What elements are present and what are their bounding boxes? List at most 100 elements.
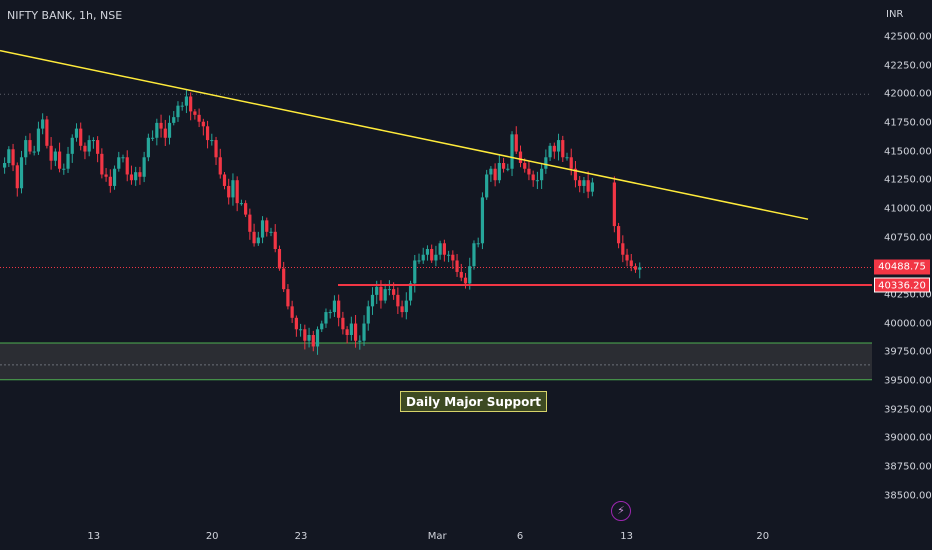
candle-body: [612, 182, 616, 227]
candle-body: [121, 157, 125, 159]
time-axis-label: 13: [87, 531, 101, 542]
candle-body: [184, 96, 189, 106]
candle-body: [353, 323, 358, 341]
candle-body: [134, 172, 138, 181]
candle-body: [24, 140, 28, 158]
candle-body: [565, 157, 569, 159]
candle-body: [205, 126, 210, 141]
candle-body: [320, 323, 324, 330]
candle-body: [489, 168, 493, 175]
candle-body: [100, 153, 104, 175]
time-axis-label: 6: [516, 531, 524, 542]
candle-body: [91, 140, 95, 142]
candle-body: [451, 254, 455, 261]
candle-body: [282, 268, 286, 290]
candle-body: [531, 174, 535, 181]
candle-body: [104, 174, 108, 177]
support-zone: [0, 343, 872, 380]
price-axis-label: 41750.00: [884, 117, 932, 129]
candle-body: [468, 266, 472, 284]
candle-body: [332, 300, 337, 313]
candle-body: [294, 317, 298, 330]
candle-body: [41, 119, 45, 129]
support-level-tag: 40336.20: [874, 277, 930, 293]
candle-body: [375, 286, 379, 295]
symbol-title: NIFTY BANK, 1h, NSE: [7, 9, 123, 22]
candle-body: [62, 168, 66, 170]
candle-body: [514, 134, 518, 152]
candle-body: [638, 267, 642, 270]
candle-body: [201, 121, 205, 127]
candle-body: [79, 128, 83, 146]
candle-body: [476, 243, 480, 245]
candle-body: [506, 168, 510, 170]
candle-body: [142, 157, 146, 177]
resistance-trendline[interactable]: [0, 49, 809, 220]
candle-body: [197, 114, 201, 122]
candle-body: [438, 243, 442, 255]
candle-body: [36, 128, 41, 152]
candle-body: [218, 157, 222, 175]
candle-body: [87, 140, 91, 152]
candle-body: [159, 122, 163, 129]
candle-body: [19, 157, 24, 189]
candle-body: [151, 137, 155, 139]
candle-body: [222, 174, 227, 186]
candle-body: [138, 172, 142, 177]
candle-body: [540, 168, 544, 181]
candle-body: [501, 163, 506, 169]
price-axis-label: 39750.00: [884, 346, 932, 358]
candle-body: [290, 306, 294, 318]
candle-body: [527, 168, 531, 175]
time-axis-label: 13: [620, 531, 633, 542]
candle-body: [172, 117, 176, 123]
candle-body: [155, 122, 159, 138]
candle-body: [167, 122, 172, 138]
candle-body: [214, 140, 218, 158]
candle-body: [383, 289, 387, 301]
price-axis-label: 41250.00: [884, 174, 932, 186]
candle-body: [112, 168, 117, 186]
price-axis-label: 38750.00: [884, 461, 932, 473]
candle-body: [265, 220, 269, 232]
candle-body: [210, 140, 214, 142]
candle-body: [493, 168, 497, 181]
candle-body: [328, 312, 332, 314]
candle-body: [518, 151, 523, 164]
price-axis-label: 41500.00: [884, 146, 932, 158]
candle-body: [337, 300, 341, 318]
price-axis-label: 40250.00: [884, 289, 932, 301]
candle-body: [425, 249, 430, 255]
candle-body: [57, 151, 62, 169]
candle-body: [193, 111, 197, 115]
candle-body: [125, 157, 129, 175]
candle-body: [421, 254, 425, 261]
lightning-icon[interactable]: ⚡: [611, 501, 631, 521]
candle-body: [277, 249, 282, 269]
candle-body: [463, 277, 468, 284]
candle-body: [74, 128, 79, 138]
price-axis-label: 42000.00: [884, 88, 932, 100]
candle-body: [625, 254, 629, 261]
candle-body: [569, 157, 573, 169]
candle-body: [434, 254, 438, 261]
candle-body: [616, 226, 621, 244]
price-axis-label: 39000.00: [884, 432, 932, 444]
candle-body: [269, 231, 273, 233]
candle-body: [396, 294, 400, 307]
candle-body: [400, 306, 404, 313]
candle-body: [231, 180, 235, 198]
candle-body: [286, 289, 290, 307]
candle-body: [96, 140, 100, 154]
candle-body: [66, 153, 70, 169]
candle-body: [582, 180, 586, 186]
candle-body: [307, 335, 311, 341]
candle-body: [341, 317, 345, 330]
candle-body: [117, 157, 121, 169]
candle-body: [556, 140, 561, 152]
price-axis-label: 40750.00: [884, 232, 932, 244]
support-zone-label: Daily Major Support: [400, 391, 548, 412]
candle-body: [49, 145, 53, 161]
candle-body: [303, 329, 307, 341]
